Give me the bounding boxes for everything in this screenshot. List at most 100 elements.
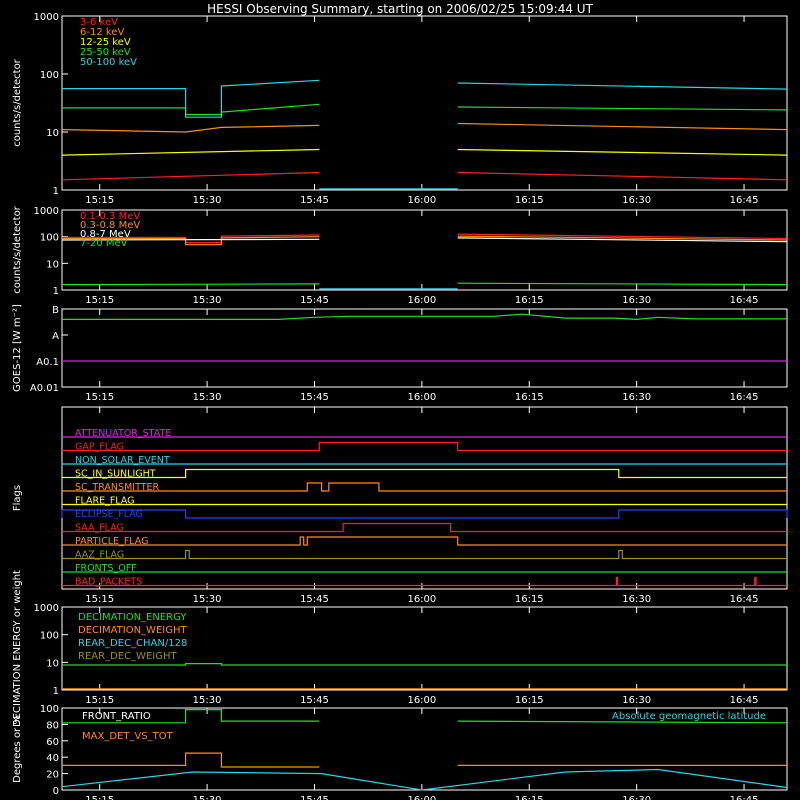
time-tick-label: 16:15 [515,295,544,306]
time-tick-label: 16:00 [407,295,436,306]
legend-3-6-kev: 3-6 keV [80,17,118,28]
legend-rear-dec-chan-128: REAR_DEC_CHAN/128 [78,638,187,649]
hi_energy-frame [61,209,788,291]
legend-7-20-mev: 7-20 MeV [80,238,128,249]
y-tick-label: 1000 [34,603,59,614]
7-20-mev-line [457,282,788,286]
time-tick-label: 15:45 [300,392,329,403]
y-tick-label: 10 [46,128,59,139]
time-tick-label: 15:30 [193,795,222,800]
flag-label-sc-transmitter: SC_TRANSMITTER [75,482,160,493]
time-tick-label: 15:15 [85,795,114,800]
flag-label-particle-flag: PARTICLE_FLAG [75,536,148,547]
flag-label-gap-flag: GAP_FLAG [75,442,124,453]
time-tick-label: 16:00 [407,195,436,206]
hi_energy-ylabel: counts/s/detector [12,205,23,293]
decimation-frame [61,606,788,691]
time-tick-label: 15:45 [300,295,329,306]
time-tick-label: 16:15 [515,392,544,403]
time-tick-label: 16:30 [622,295,651,306]
y-tick-label: A0.1 [36,357,59,368]
time-tick-label: 15:45 [300,695,329,706]
legend-12-25-kev: 12-25 keV [80,37,131,48]
legend-front-ratio: FRONT_RATIO [82,711,151,722]
time-tick-label: 16:15 [515,594,544,605]
25-50-kev-line [62,103,320,116]
y-tick-label: 10 [46,259,59,270]
time-tick-label: 15:45 [300,195,329,206]
time-tick-label: 16:00 [407,695,436,706]
0-8-7-mev-line [457,237,788,243]
y-tick-label: 1 [53,286,59,297]
12-25-kev-line [457,148,788,156]
time-tick-label: 16:45 [730,594,759,605]
y-tick-label: 1000 [34,206,59,217]
0-3-0-8-mev-line [62,236,320,246]
y-tick-label: 1 [53,186,59,197]
goes-frame [61,308,788,388]
time-tick-label: 16:45 [730,695,759,706]
legend-0-3-0-8-mev: 0.3-0.8 MeV [80,220,140,231]
time-tick-label: 15:15 [85,695,114,706]
flag-label-saa-flag: SAA_FLAG [75,523,124,534]
flag-line-sc-transmitter [62,482,787,492]
legend-50-100-kev: 50-100 keV [80,57,137,68]
flag-line-sc-in-sunlight [62,468,787,479]
flag-label-fronts-off: FRONTS_OFF [75,563,137,574]
absolute-geomagnetic-latitude-line [61,768,788,791]
7-20-mev-line [61,283,320,286]
50-100-kev-line [457,82,788,90]
25-50-kev-line [457,106,788,111]
time-tick-label: 15:15 [85,295,114,306]
flag-line-aaz-flag [62,549,787,560]
time-tick-label: 16:45 [730,195,759,206]
time-tick-label: 16:30 [622,695,651,706]
time-tick-label: 16:15 [515,695,544,706]
flag-label-attenuator-state: ATTENUATOR_STATE [75,428,171,439]
decimation-energy-line [62,662,787,666]
page-title: HESSI Observing Summary, starting on 200… [207,2,593,16]
6-12-kev-line [61,124,320,133]
y-tick-label: 20 [46,770,59,781]
legend-max-det-vs-tot: MAX_DET_VS_TOT [82,731,174,742]
legend-rear-dec-weight: REAR_DEC_WEIGHT [78,651,177,662]
flags-ylabel: Flags [12,485,23,511]
legend-decimation-weight: DECIMATION_WEIGHT [78,625,187,636]
time-tick-label: 16:30 [622,392,651,403]
y-tick-label: 1 [53,686,59,697]
legend-6-12-kev: 6-12 keV [80,27,124,38]
time-tick-label: 15:30 [193,392,222,403]
time-tick-label: 16:00 [407,392,436,403]
y-tick-label: A [52,331,59,342]
flag-line-bad-packets [62,576,787,587]
time-tick-label: 15:30 [193,195,222,206]
long-channel-line [62,313,787,321]
legend-geomagnetic-latitude: Absolute geomagnetic latitude [612,711,766,722]
y-tick-label: 100 [40,70,59,81]
time-tick-label: 16:30 [622,795,651,800]
flag-line-saa-flag [62,522,787,533]
time-tick-label: 15:45 [300,795,329,800]
flag-label-eclipse-flag: ECLIPSE_FLAG [75,509,143,520]
0-1-0-3-mev-line [62,234,320,244]
time-tick-label: 16:00 [407,795,436,800]
flag-label-aaz-flag: AAZ_FLAG [75,550,124,561]
y-tick-label: A0.01 [30,383,59,394]
front-ratio-line [457,720,788,724]
legend-0-8-7-mev: 0.8-7 MeV [80,229,131,240]
time-tick-label: 15:30 [193,295,222,306]
time-tick-label: 16:45 [730,795,759,800]
y-tick-label: 10 [46,658,59,669]
y-tick-label: 0 [53,786,59,797]
flag-line-particle-flag [62,536,787,546]
front-ratio-line [62,708,320,724]
flag-label-sc-in-sunlight: SC_IN_SUNLIGHT [75,469,156,480]
y-tick-label: B [52,305,59,316]
legend-25-50-kev: 25-50 keV [80,47,131,58]
lo_energy-ylabel: counts/s/detector [12,58,23,146]
flag-line-gap-flag [62,441,787,452]
3-6-kev-line [61,171,320,181]
flags-frame [61,406,788,590]
goes-ylabel: GOES-12 [W m⁻²] [12,304,23,392]
